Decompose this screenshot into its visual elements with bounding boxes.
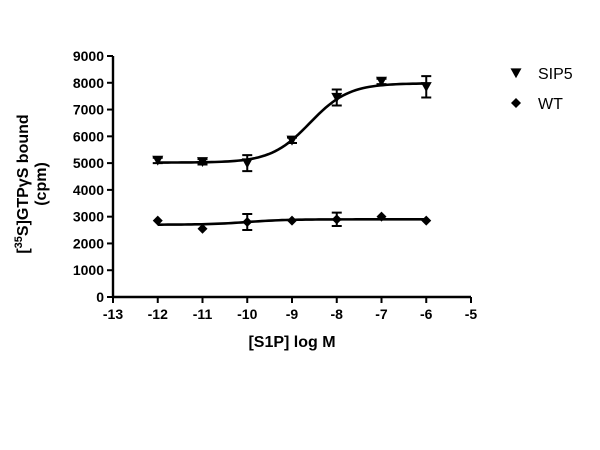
tick-labels: 0 1000 2000 3000 4000 5000 6000 7000 8000 9000 -13… xyxy=(73,48,478,322)
x-tick-label: -9 xyxy=(286,306,299,322)
x-tick-label: -12 xyxy=(148,306,168,322)
legend-marker-sip5 xyxy=(510,68,522,79)
series-wt xyxy=(152,211,432,234)
x-tick-label: -10 xyxy=(237,306,257,322)
data-point xyxy=(331,214,342,225)
x-tick-label: -5 xyxy=(465,306,478,322)
y-tick-label: 4000 xyxy=(73,182,104,198)
data-point xyxy=(197,223,208,234)
data-point xyxy=(376,211,387,222)
y-tick-label: 6000 xyxy=(73,128,104,144)
y-tick-label: 5000 xyxy=(73,155,104,171)
data-point xyxy=(376,76,387,87)
y-tick-label: 9000 xyxy=(73,48,104,64)
plot-area xyxy=(152,75,432,234)
data-point xyxy=(420,82,432,93)
x-tick-label: -6 xyxy=(420,306,433,322)
y-tick-label: 8000 xyxy=(73,75,104,91)
y-tick-label: 0 xyxy=(96,289,104,305)
y-tick-label: 2000 xyxy=(73,235,104,251)
y-axis-title: [35S]GTPγS bound (cpm) xyxy=(13,114,50,253)
fit-curve-sip5 xyxy=(157,82,427,164)
x-axis-title: [S1P] log M xyxy=(248,334,335,351)
legend-marker-wt xyxy=(511,98,521,108)
data-point xyxy=(152,155,164,166)
data-point xyxy=(287,215,297,226)
data-point xyxy=(286,135,298,146)
legend-label-wt: WT xyxy=(538,96,563,113)
data-point xyxy=(241,158,253,169)
y-axis-title-line2: (cpm) xyxy=(33,162,50,206)
ticks xyxy=(107,55,472,303)
data-point xyxy=(197,157,208,167)
y-axis-title-line1: [35S]GTPγS bound xyxy=(13,114,32,253)
data-point xyxy=(331,92,343,103)
y-tick-label: 1000 xyxy=(73,262,104,278)
data-point xyxy=(421,215,432,226)
x-tick-label: -13 xyxy=(103,306,123,322)
axes xyxy=(111,56,471,299)
legend-label-sip5: SIP5 xyxy=(538,66,573,83)
x-tick-label: -11 xyxy=(193,306,213,322)
y-tick-label: 3000 xyxy=(73,209,104,225)
x-tick-label: -7 xyxy=(375,306,388,322)
legend: SIP5 WT xyxy=(510,66,573,113)
y-tick-label: 7000 xyxy=(73,102,104,118)
data-point xyxy=(242,217,253,228)
data-point xyxy=(152,215,163,226)
x-tick-label: -8 xyxy=(331,306,344,322)
series-sip5 xyxy=(152,75,432,173)
